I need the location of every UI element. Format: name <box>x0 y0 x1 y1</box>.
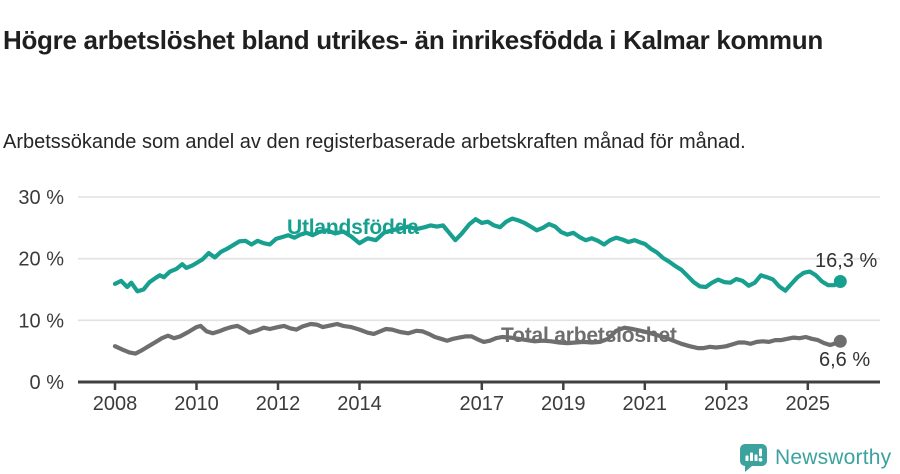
x-tick-label: 2008 <box>93 393 138 415</box>
newsworthy-logo[interactable]: Newsworthy <box>740 444 891 472</box>
series-label-utlandsfodda: Utlandsfödda <box>287 216 419 239</box>
x-tick-label: 2019 <box>541 393 586 415</box>
end-dot-utlandsfodda <box>833 275 847 288</box>
newsworthy-wordmark: Newsworthy <box>775 446 892 469</box>
y-tick-label: 0 % <box>30 372 65 394</box>
y-tick-label: 10 % <box>18 310 64 332</box>
x-tick-label: 2014 <box>337 393 382 415</box>
newsworthy-bubble-chart-icon <box>740 444 767 472</box>
series-label-total-arbetsloshet: Total arbetslöshet <box>501 324 677 347</box>
line-utlandsfodda <box>112 216 843 294</box>
y-tick-label: 30 % <box>18 187 64 209</box>
x-tick-label: 2025 <box>786 393 831 415</box>
page-title: Högre arbetslöshet bland utrikes- än inr… <box>3 25 823 56</box>
x-tick-label: 2021 <box>623 393 668 415</box>
x-tick-label: 2023 <box>704 393 749 415</box>
x-tick-label: 2010 <box>174 393 219 415</box>
end-value-label-utlandsfodda: 16,3 % <box>815 250 878 272</box>
x-tick-label: 2017 <box>460 393 505 415</box>
end-dot-total <box>833 334 847 348</box>
y-tick-label: 20 % <box>18 249 64 271</box>
x-tick-label: 2012 <box>256 393 301 415</box>
end-value-label-total: 6,6 % <box>819 349 871 371</box>
line-total-arbetsloshet <box>112 321 843 356</box>
page-subtitle: Arbetssökande som andel av den registerb… <box>3 131 746 153</box>
